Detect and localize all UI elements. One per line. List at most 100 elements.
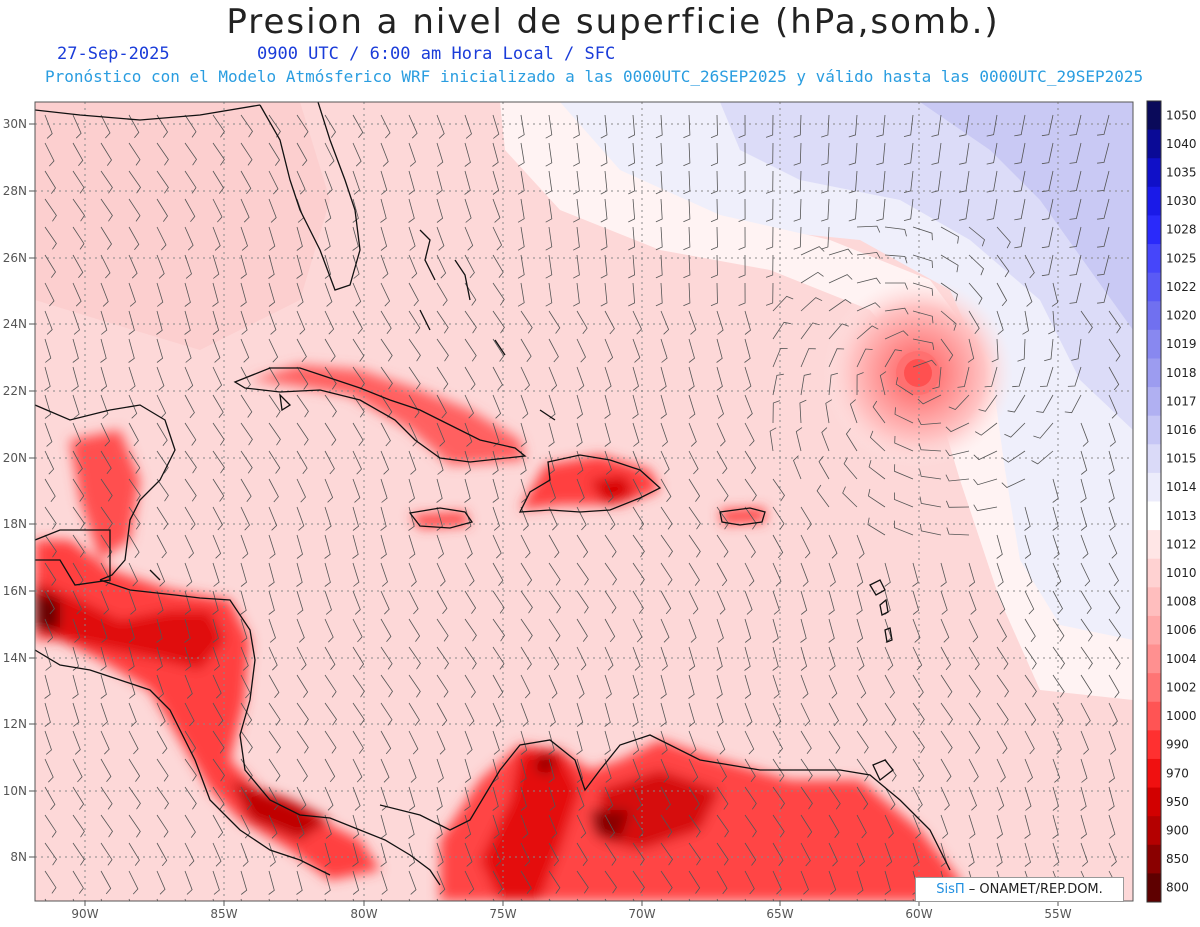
wind-barb xyxy=(1080,534,1089,559)
wind-barb xyxy=(296,170,306,195)
wind-barb xyxy=(1024,842,1031,867)
wind-barb xyxy=(688,394,696,419)
wind-barb xyxy=(968,702,981,726)
wind-barb xyxy=(688,898,691,901)
wind-barb xyxy=(520,450,527,475)
wind-barb xyxy=(660,842,673,866)
wind-barb xyxy=(793,226,802,250)
wind-barb xyxy=(828,562,836,587)
wind-barb xyxy=(800,297,823,312)
wind-barb xyxy=(184,478,197,502)
wind-barb xyxy=(324,758,336,783)
wind-barb xyxy=(156,842,168,867)
wind-barb xyxy=(604,590,617,614)
wind-barb xyxy=(842,486,858,508)
wind-barb xyxy=(919,523,942,536)
colorbar-label: 990 xyxy=(1166,738,1189,752)
wind-barb xyxy=(240,730,253,754)
wind-barb xyxy=(957,366,970,388)
wind-barb xyxy=(1108,786,1115,811)
wind-barb xyxy=(959,142,970,165)
wind-barb xyxy=(44,562,57,586)
wind-barb xyxy=(688,478,701,502)
wind-barb xyxy=(967,338,975,363)
wind-barb xyxy=(128,534,140,558)
wind-barb xyxy=(1108,394,1118,419)
wind-barb xyxy=(968,814,976,839)
wind-barb xyxy=(520,674,531,699)
wind-barb xyxy=(828,702,839,727)
colorbar-swatch xyxy=(1147,444,1161,474)
wind-barb xyxy=(821,226,830,250)
wind-barb xyxy=(408,674,421,698)
colorbar-label: 1028 xyxy=(1166,223,1197,237)
wind-barb xyxy=(100,562,111,587)
wind-barb xyxy=(268,590,275,615)
wind-barb xyxy=(184,618,191,643)
wind-barb xyxy=(973,478,998,486)
wind-barb xyxy=(380,226,388,251)
colorbar-swatch xyxy=(1147,387,1161,417)
wind-barb xyxy=(44,478,56,502)
wind-barb xyxy=(632,618,643,643)
wind-barb xyxy=(1052,702,1064,727)
wind-barb xyxy=(872,400,886,424)
wind-barb xyxy=(44,898,47,901)
wind-barb xyxy=(876,170,886,194)
wind-barb xyxy=(816,484,830,508)
wind-barb xyxy=(44,814,57,838)
wind-barb xyxy=(212,142,225,166)
wind-barb xyxy=(156,646,163,671)
wind-barb xyxy=(380,170,388,195)
wind-barb xyxy=(996,562,1004,587)
wind-barb xyxy=(1080,646,1093,670)
wind-barb xyxy=(903,114,914,137)
wind-barb xyxy=(716,310,724,335)
wind-barb xyxy=(128,702,137,727)
wind-barb xyxy=(912,758,925,782)
wind-barb xyxy=(744,618,752,643)
wind-barb xyxy=(912,814,921,839)
wind-barb xyxy=(44,590,55,615)
wind-barb xyxy=(100,842,113,866)
wind-barb xyxy=(1024,814,1031,839)
wind-barb xyxy=(212,310,220,335)
wind-barb xyxy=(894,407,914,424)
wind-barb xyxy=(940,898,943,901)
wind-barb xyxy=(548,898,551,901)
wind-barb xyxy=(352,366,365,390)
wind-barb xyxy=(184,758,197,782)
wind-barb xyxy=(240,226,248,251)
wind-barb xyxy=(492,226,503,251)
wind-barb xyxy=(268,814,278,839)
wind-barb xyxy=(352,590,361,615)
wind-barb xyxy=(772,674,780,699)
wind-barb xyxy=(968,898,971,901)
wind-barb xyxy=(632,562,645,586)
wind-barb xyxy=(44,170,56,194)
colorbar-label: 950 xyxy=(1166,795,1189,809)
wind-barb xyxy=(688,730,697,755)
wind-barb xyxy=(545,170,553,195)
wind-barb xyxy=(492,422,500,447)
colorbar-label: 800 xyxy=(1166,881,1189,895)
wind-barb xyxy=(464,366,476,390)
wind-barb xyxy=(352,674,365,698)
wind-barb xyxy=(212,254,220,279)
wind-barb xyxy=(1041,114,1054,137)
wind-barb xyxy=(1024,786,1032,811)
wind-barb xyxy=(100,226,112,250)
wind-barb xyxy=(716,758,727,783)
colorbar-label: 1030 xyxy=(1166,194,1197,208)
wind-barb xyxy=(1108,338,1121,362)
wind-barb xyxy=(576,562,589,586)
wind-barb xyxy=(688,422,697,447)
wind-barb xyxy=(856,251,881,259)
wind-barb xyxy=(324,730,337,754)
wind-barb xyxy=(1080,590,1092,614)
model-info: Pronóstico con el Modelo Atmósferico WRF… xyxy=(45,67,1144,86)
wind-barb xyxy=(212,618,219,643)
wind-barb xyxy=(296,114,309,138)
wind-barb xyxy=(959,198,970,221)
wind-barb xyxy=(436,590,448,615)
